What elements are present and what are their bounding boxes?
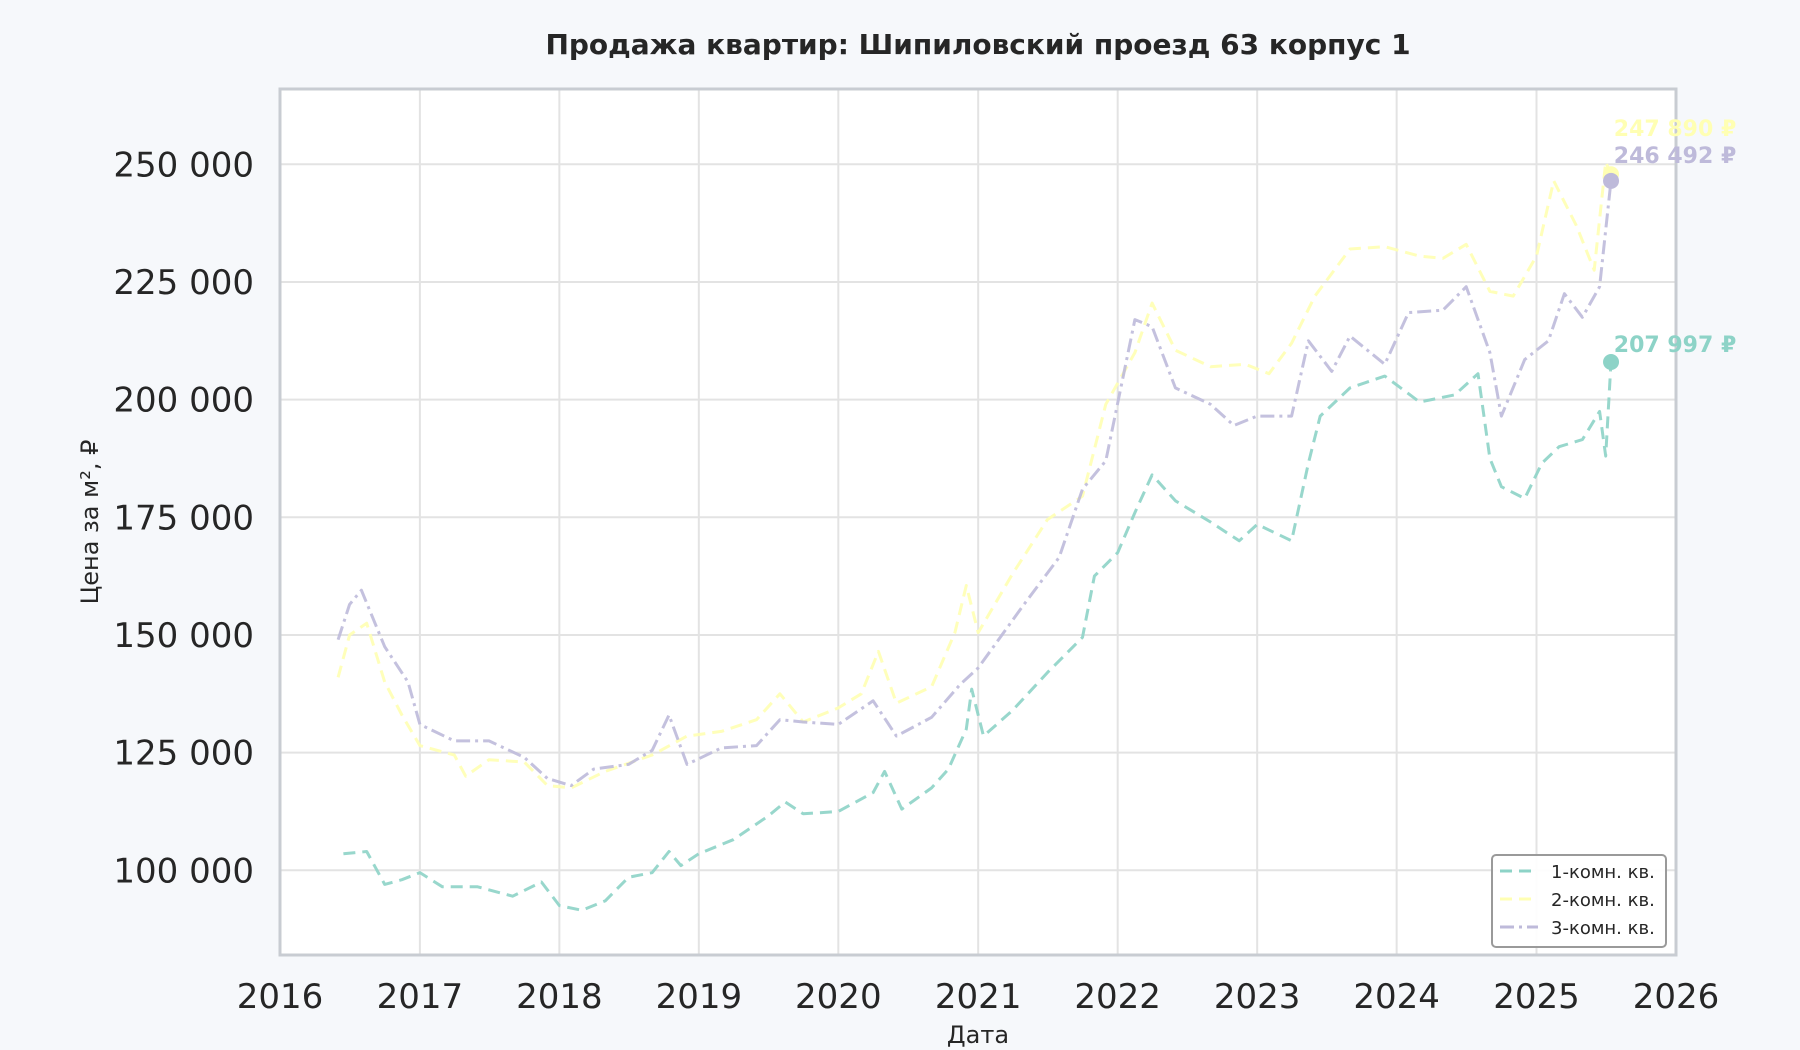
x-tick-labels: 2016 2017 2018 2019 2020 2021 2022 2023 2024 2025… — [237, 977, 1720, 1017]
y-tick-label: 250 000 — [113, 145, 254, 185]
series-line-1 — [343, 361, 1613, 912]
y-tick-label: 100 000 — [113, 851, 254, 891]
y-axis-label: Цена за м², ₽ — [76, 440, 104, 605]
x-tick-label: 2024 — [1353, 977, 1440, 1017]
legend: 1-комн. кв. 2-комн. кв. 3-комн. кв. — [1491, 854, 1667, 948]
x-axis-label: Дата — [947, 1021, 1009, 1049]
legend-label-2: 2-комн. кв. — [1551, 890, 1655, 911]
x-tick-label: 2023 — [1214, 977, 1301, 1017]
x-tick-label: 2019 — [656, 977, 743, 1017]
series-line-2 — [336, 160, 1613, 790]
series-end-label-2: 247 890 ₽ — [1614, 117, 1736, 142]
x-tick-label: 2026 — [1633, 977, 1720, 1017]
y-tick-label: 150 000 — [113, 616, 254, 656]
series-end-label-3: 246 492 ₽ — [1614, 144, 1736, 169]
legend-item-2: 2-комн. кв. — [1500, 890, 1655, 911]
series-end-marker-1 — [1603, 353, 1620, 370]
y-tick-labels: 100 000 125 000 150 000 175 000 200 000 225 0… — [113, 145, 254, 891]
x-tick-label: 2018 — [516, 977, 603, 1017]
series-end-marker-3 — [1603, 172, 1620, 189]
chart-title: Продажа квартир: Шипиловский проезд 63 к… — [545, 28, 1410, 61]
end-markers: 207 997 ₽ 247 890 ₽246 492 ₽ — [1603, 117, 1736, 370]
legend-box — [1491, 854, 1667, 948]
x-tick-label: 2020 — [795, 977, 882, 1017]
series-layer — [336, 160, 1613, 912]
y-tick-label: 175 000 — [113, 498, 254, 538]
y-tick-label: 125 000 — [113, 734, 254, 774]
x-tick-label: 2021 — [935, 977, 1022, 1017]
x-tick-label: 2022 — [1074, 977, 1161, 1017]
x-tick-label: 2017 — [377, 977, 464, 1017]
y-tick-label: 225 000 — [113, 263, 254, 303]
y-tick-label: 200 000 — [113, 381, 254, 421]
x-tick-label: 2025 — [1493, 977, 1580, 1017]
x-tick-label: 2016 — [237, 977, 324, 1017]
legend-item-1: 1-комн. кв. — [1500, 862, 1655, 883]
legend-label-1: 1-комн. кв. — [1551, 862, 1655, 883]
legend-item-3: 3-комн. кв. — [1500, 918, 1655, 939]
series-end-label-1: 207 997 ₽ — [1614, 333, 1736, 358]
plot-frame — [278, 87, 1678, 957]
series-line-3 — [336, 180, 1613, 788]
legend-label-3: 3-комн. кв. — [1551, 918, 1655, 939]
